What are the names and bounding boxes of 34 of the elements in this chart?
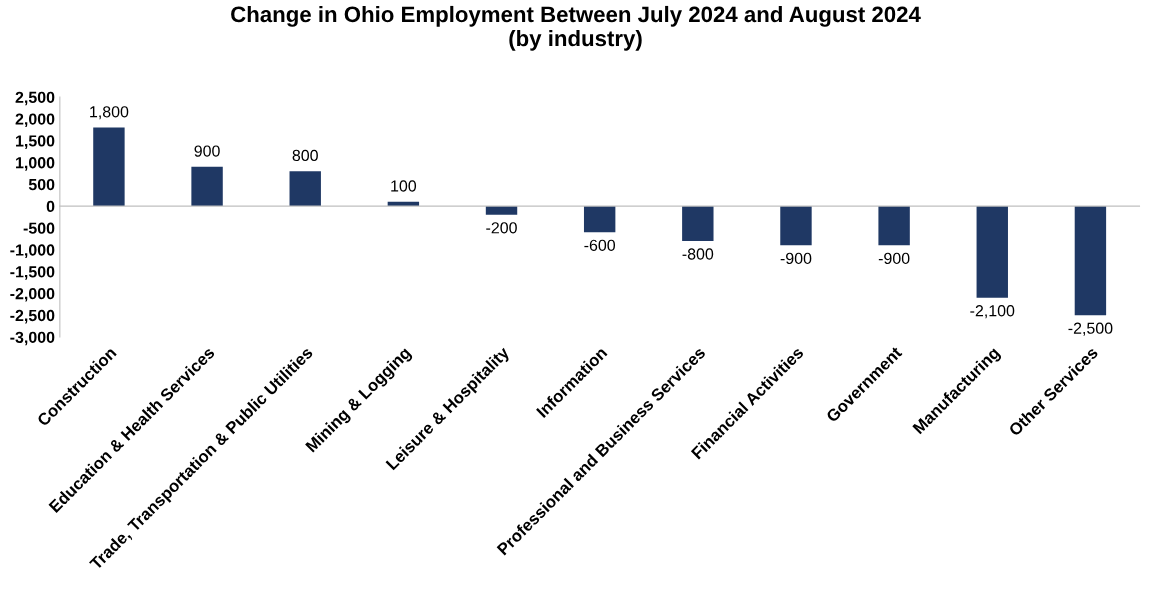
- data-label: 1,800: [90, 106, 129, 120]
- y-tick-label: -1,000: [10, 244, 55, 258]
- chart-title: Change in Ohio Employment Between July 2024 and August 2024 (by industry): [231, 5, 921, 51]
- data-label: 800: [292, 149, 318, 162]
- y-tick-label: -2,500: [10, 309, 55, 324]
- y-tick-label: 1,500: [16, 135, 55, 149]
- data-label: -200: [486, 222, 517, 234]
- y-tick-label: -1,500: [10, 266, 55, 280]
- bar: [878, 206, 910, 246]
- data-label: -2,100: [970, 305, 1015, 319]
- bar: [93, 127, 125, 207]
- data-label: -900: [878, 252, 910, 265]
- bar: [485, 206, 518, 215]
- y-tick-label: 500: [28, 178, 55, 191]
- bar: [191, 166, 223, 207]
- data-label: 900: [194, 145, 220, 157]
- bar: [1074, 206, 1107, 316]
- data-label: 100: [391, 180, 417, 192]
- y-tick-label: 1,000: [16, 157, 55, 171]
- bar: [682, 206, 714, 241]
- data-label: -600: [584, 239, 616, 251]
- y-tick-label: -2,000: [10, 288, 55, 302]
- data-label: -2,500: [1068, 322, 1113, 336]
- y-tick-label: 2,000: [15, 113, 55, 128]
- y-tick-label: 2,500: [15, 91, 55, 106]
- bar: [289, 171, 321, 207]
- data-label: -800: [682, 248, 714, 260]
- data-label: -900: [780, 252, 812, 265]
- bar: [583, 206, 616, 233]
- bar: [976, 206, 1008, 298]
- y-tick-label: -3,000: [10, 331, 55, 346]
- bar: [780, 206, 812, 246]
- y-tick-label: 0: [46, 200, 55, 213]
- y-tick-label: -500: [23, 222, 55, 234]
